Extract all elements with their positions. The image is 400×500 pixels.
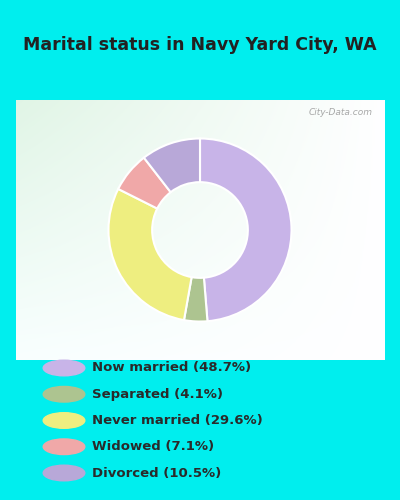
Circle shape bbox=[43, 386, 85, 402]
Circle shape bbox=[43, 412, 85, 428]
Circle shape bbox=[43, 360, 85, 376]
Text: Marital status in Navy Yard City, WA: Marital status in Navy Yard City, WA bbox=[23, 36, 377, 54]
Circle shape bbox=[43, 465, 85, 481]
Text: Now married (48.7%): Now married (48.7%) bbox=[92, 362, 251, 374]
Wedge shape bbox=[144, 138, 200, 192]
Text: Separated (4.1%): Separated (4.1%) bbox=[92, 388, 223, 401]
Text: City-Data.com: City-Data.com bbox=[309, 108, 373, 117]
Wedge shape bbox=[184, 277, 208, 322]
Text: Never married (29.6%): Never married (29.6%) bbox=[92, 414, 263, 427]
Text: Divorced (10.5%): Divorced (10.5%) bbox=[92, 466, 221, 479]
Circle shape bbox=[43, 439, 85, 454]
Wedge shape bbox=[118, 158, 171, 208]
Text: Widowed (7.1%): Widowed (7.1%) bbox=[92, 440, 214, 453]
Wedge shape bbox=[200, 138, 292, 321]
Wedge shape bbox=[108, 189, 192, 320]
